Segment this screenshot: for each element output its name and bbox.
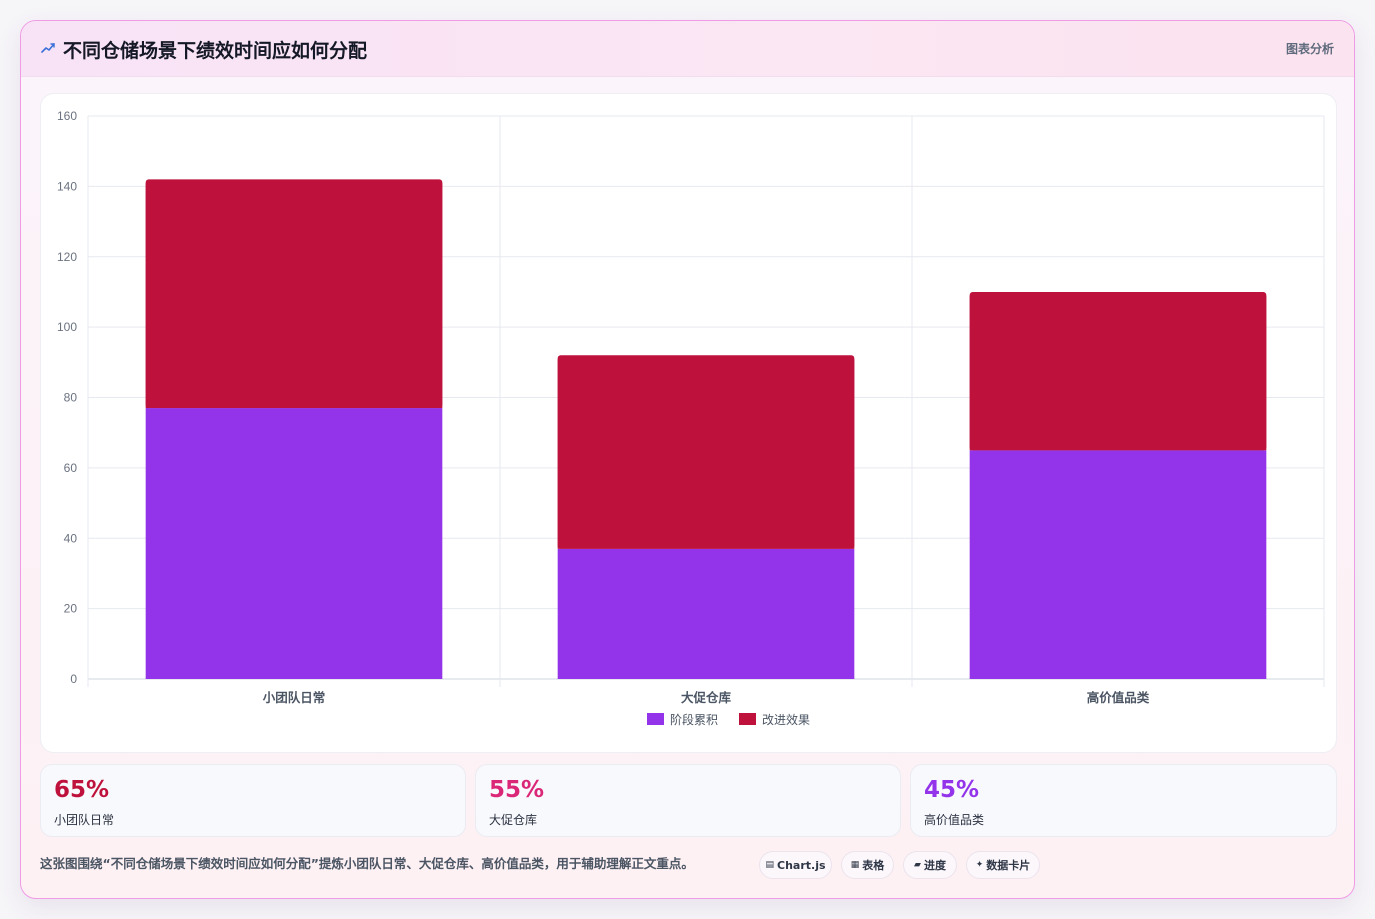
card-header: 不同仓储场景下绩效时间应如何分配 图表分析 (21, 21, 1354, 77)
legend-swatch (739, 713, 756, 725)
chart-analysis-tag: 图表分析 (1285, 42, 1334, 56)
table-icon: ▦ (850, 860, 860, 870)
footer-note: 这张图围绕“不同仓储场景下绩效时间应如何分配”提炼小团队日常、大促仓库、高价值品… (40, 856, 694, 871)
bar-body (145, 183, 443, 409)
legend-label: 阶段累积 (670, 712, 718, 727)
stat-label: 高价值品类 (924, 813, 985, 827)
y-tick-label: 100 (57, 320, 77, 334)
progress-icon: ▰ (914, 860, 921, 870)
legend-label: 改进效果 (762, 712, 810, 727)
y-tick-label: 120 (57, 250, 77, 264)
y-tick-label: 20 (64, 602, 78, 616)
y-tick-label: 40 (64, 531, 78, 545)
y-tick-label: 140 (57, 179, 77, 193)
chip-label: 表格 (862, 859, 885, 872)
x-tick-label: 大促仓库 (681, 690, 732, 705)
chip-label: 数据卡片 (986, 859, 1031, 872)
y-tick-label: 0 (70, 672, 77, 686)
stat-value: 45% (924, 777, 980, 803)
x-tick-label: 高价值品类 (1087, 690, 1150, 705)
chip-table[interactable]: ▦ 表格 (841, 851, 894, 879)
chip-progress[interactable]: ▰ 进度 (903, 851, 957, 879)
y-tick-label: 80 (64, 391, 78, 405)
stat-card-3: 45% 高价值品类 (910, 764, 1337, 837)
chip-label: Chart.js (777, 858, 826, 872)
bar-stage-cumulative (969, 450, 1267, 679)
page-title: 不同仓储场景下绩效时间应如何分配 (63, 40, 368, 62)
bar-body (557, 359, 855, 549)
x-tick-label: 小团队日常 (262, 690, 326, 705)
legend-swatch (647, 713, 664, 725)
stat-card-1: 65% 小团队日常 (40, 764, 466, 837)
bar-stage-cumulative (557, 548, 855, 679)
trend-icon (41, 43, 55, 53)
chip-label: 进度 (923, 859, 946, 872)
stat-card-2: 55% 大促仓库 (475, 764, 901, 837)
bar-body (969, 295, 1267, 451)
y-tick-label: 60 (64, 461, 78, 475)
chart-panel: 0 20 40 60 80 100 120 140 160 小团队日常 大促仓库 高价值品类阶段累积 改… (40, 93, 1337, 753)
stat-label: 小团队日常 (54, 813, 115, 827)
chart-card: 不同仓储场景下绩效时间应如何分配 图表分析 0 20 40 60 80 100 120 140… (20, 20, 1355, 899)
bar-stage-cumulative (145, 408, 443, 679)
chart-icon: ▤ (765, 860, 774, 870)
chip-data-card[interactable]: ✦ 数据卡片 (966, 851, 1040, 879)
sparkle-icon: ✦ (975, 860, 984, 870)
stat-value: 65% (54, 777, 110, 803)
chip-chartjs[interactable]: ▤ Chart.js (759, 851, 832, 879)
stat-label: 大促仓库 (489, 813, 538, 827)
stat-value: 55% (489, 777, 545, 803)
y-tick-label: 160 (57, 109, 77, 123)
